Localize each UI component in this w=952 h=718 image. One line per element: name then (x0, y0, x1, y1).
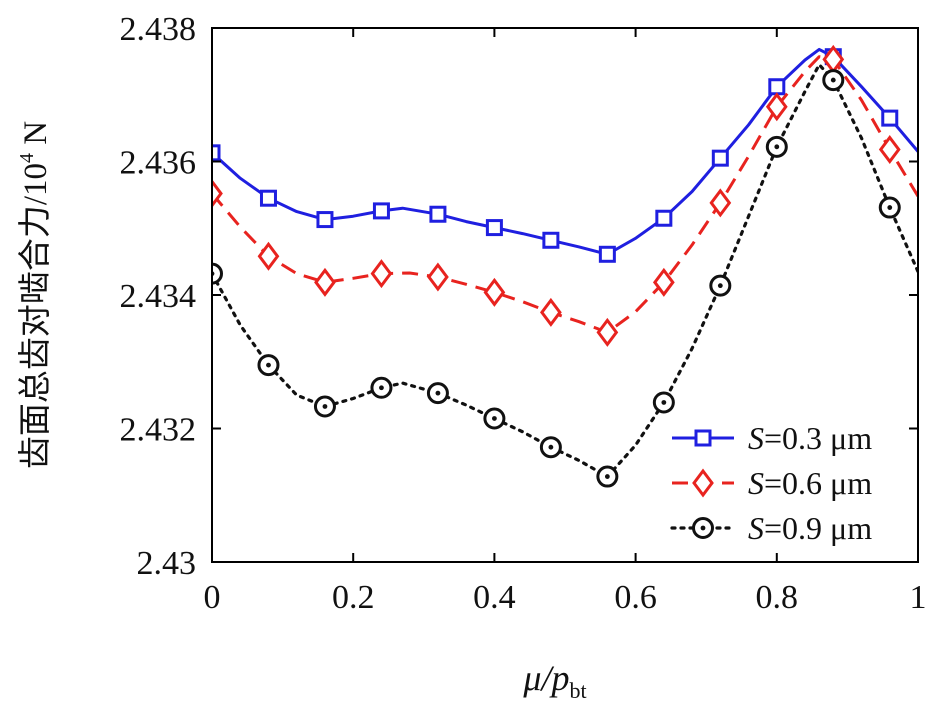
x-axis-title-p: p (548, 658, 569, 698)
legend-label-2: S=0.6 μm (748, 465, 872, 501)
y-axis-title-unit: N (18, 121, 54, 153)
series-2-point-13 (878, 134, 901, 164)
legend-label-1: S=0.3 μm (748, 420, 872, 456)
series-2-point-7 (540, 297, 562, 327)
x-tick-label-5: 0.8 (756, 579, 799, 616)
legend-label-1-value: =0.3 μm (764, 420, 872, 456)
series-3-point-3-dot (322, 404, 328, 409)
series-3-point-8-dot (604, 474, 610, 479)
y-tick-label-3: 2.434 (120, 278, 197, 315)
plot-area (212, 44, 918, 488)
y-tick-label-4: 2.436 (120, 145, 197, 182)
series-3-point-11 (765, 135, 788, 158)
legend-marker-3-dot (700, 525, 706, 531)
series-1-point-3 (316, 211, 334, 229)
y-axis-title: 齿面总齿对啮合力/104 N (16, 121, 54, 469)
x-tick-label-4: 0.6 (614, 579, 657, 616)
series-3-point-5-dot (435, 390, 441, 396)
series-3-point-6-dot (492, 416, 497, 421)
x-tick-label-2: 0.2 (332, 579, 375, 616)
legend-label-2-value: =0.6 μm (764, 465, 872, 501)
x-axis-title-sub: bt (569, 678, 586, 703)
series-3-point-9 (652, 391, 675, 414)
legend-label-1-var: S (748, 420, 764, 456)
series-3-point-10 (709, 274, 732, 297)
series-line-1 (212, 47, 918, 256)
y-tick-label-1: 2.43 (137, 545, 197, 582)
series-1-point-4 (372, 202, 390, 220)
series-1-point-5 (429, 205, 447, 223)
y-axis-title-sup: 4 (16, 153, 38, 163)
series-2-point-3 (314, 267, 336, 297)
series-3-point-2 (257, 354, 280, 377)
x-tick-label-3: 0.4 (473, 579, 516, 616)
y-tick-label-2: 2.432 (120, 412, 197, 449)
legend-label-3-var: S (748, 510, 764, 546)
legend-label-2-var: S (748, 465, 764, 501)
series-3-point-7 (539, 436, 562, 459)
series-2-point-4 (370, 259, 393, 289)
series-3-point-1-ring (212, 262, 223, 285)
series-2-point-11 (765, 92, 788, 122)
legend-marker-3 (692, 517, 714, 539)
series-3-point-11-dot (774, 144, 780, 150)
legend-label-3-value: =0.9 μm (764, 510, 872, 546)
series-1-point-10 (711, 149, 729, 167)
series-1-point-13 (881, 109, 899, 127)
series-1-point-9 (655, 209, 673, 227)
legend-marker-2 (692, 468, 714, 498)
series-3-point-7-dot (548, 444, 554, 450)
series-2-point-5 (427, 262, 449, 292)
series-2-point-8 (596, 317, 619, 347)
legend: S=0.3 μmS=0.6 μmS=0.9 μm (670, 420, 872, 546)
series-2-point-9 (652, 267, 675, 297)
y-axis-title-text: 齿面总齿对啮合力/10 (17, 163, 54, 469)
legend-label-3: S=0.9 μm (748, 510, 872, 546)
series-1-point-6 (485, 219, 503, 237)
series-2-point-2 (257, 241, 280, 271)
series-2-point-6 (483, 277, 506, 307)
x-axis-title: μ/pbt (522, 658, 586, 703)
x-tick-label-6: 1 (910, 579, 927, 616)
series-1-point-11 (768, 78, 786, 96)
series-3-point-8 (596, 465, 619, 488)
x-tick-label-1: 0 (204, 579, 221, 616)
series-3-point-3 (313, 395, 336, 418)
series-2-point-1 (212, 179, 223, 209)
series-1-point-8 (598, 245, 616, 263)
legend-marker-1 (694, 429, 712, 447)
axes: 0 0.2 0.4 0.6 0.8 1 2.43 2.432 2.434 2.436 2.438 μ/… (16, 11, 927, 703)
series-line-2 (212, 55, 918, 334)
series-3-point-6 (483, 407, 506, 430)
series-3-point-9-dot (661, 400, 667, 405)
series-3-point-5 (426, 382, 449, 405)
series-3-point-2-dot (266, 362, 271, 368)
series-1-point-7 (542, 231, 560, 249)
x-axis-title-mu: μ/ (522, 658, 554, 698)
series-3-point-13-dot (887, 205, 893, 210)
series-1-point-2 (259, 189, 277, 207)
series-1-point-1 (212, 144, 221, 162)
series-3-point-12-dot (830, 77, 836, 83)
series-3-point-13 (878, 196, 901, 219)
series-3-point-4 (370, 376, 393, 399)
series-3-point-10-dot (717, 283, 723, 289)
series-3-point-12 (822, 69, 845, 92)
series-3-point-4-dot (379, 385, 384, 391)
y-tick-label-5: 2.438 (120, 11, 197, 48)
series-2-point-10 (709, 188, 732, 218)
